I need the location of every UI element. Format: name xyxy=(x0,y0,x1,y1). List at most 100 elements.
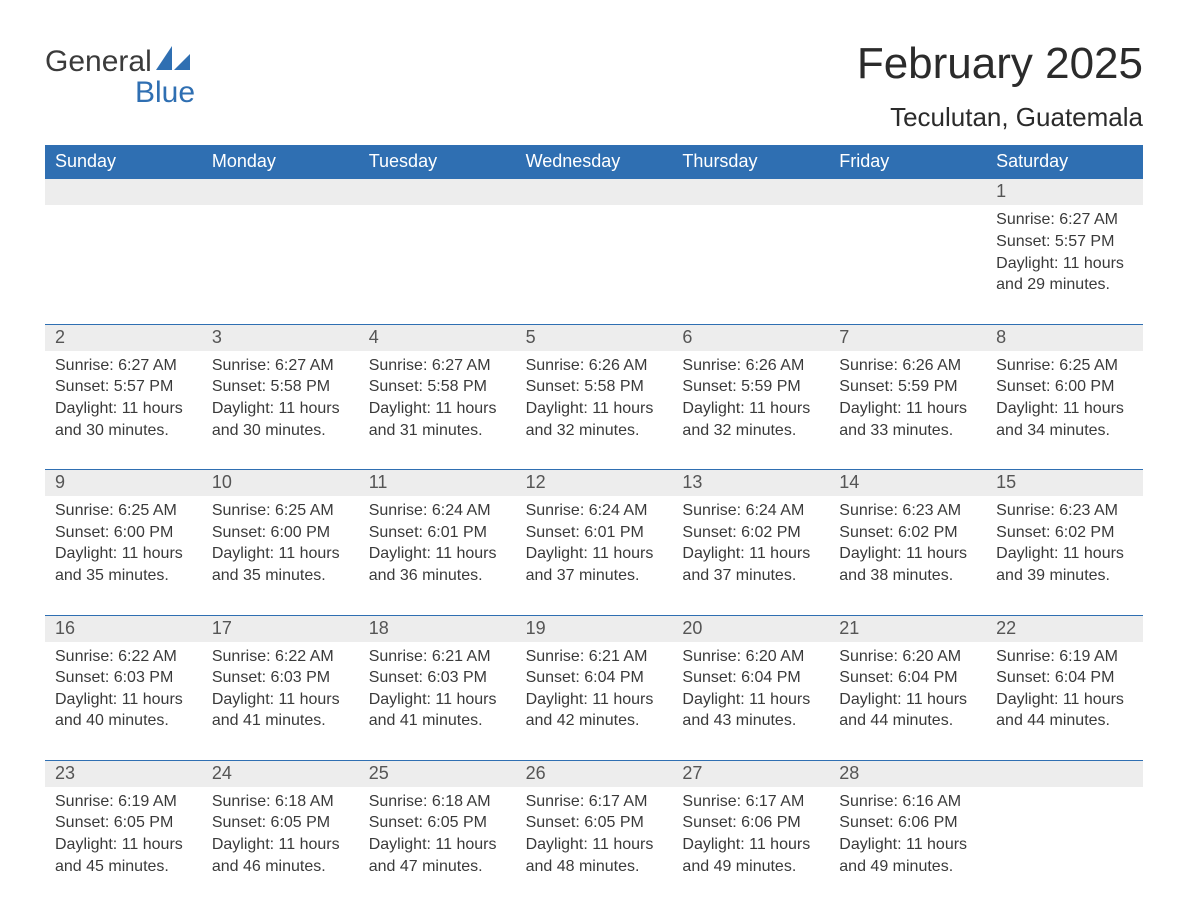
weekday-wednesday: Wednesday xyxy=(516,145,673,178)
day-number-row: 16171819202122 xyxy=(45,615,1143,642)
sunrise-text: Sunrise: 6:24 AM xyxy=(682,500,819,522)
daylight-text: Daylight: 11 hours and 38 minutes. xyxy=(839,543,976,586)
daylight-text: Daylight: 11 hours and 44 minutes. xyxy=(839,689,976,732)
sunset-text: Sunset: 6:04 PM xyxy=(839,667,976,689)
day-cell xyxy=(202,205,359,323)
day-cell: Sunrise: 6:19 AMSunset: 6:05 PMDaylight:… xyxy=(45,787,202,883)
weekday-header-row: Sunday Monday Tuesday Wednesday Thursday… xyxy=(45,145,1143,178)
sunset-text: Sunset: 6:05 PM xyxy=(369,812,506,834)
daylight-text: Daylight: 11 hours and 46 minutes. xyxy=(212,834,349,877)
day-number: 20 xyxy=(672,616,829,642)
daylight-text: Daylight: 11 hours and 35 minutes. xyxy=(212,543,349,586)
day-cell: Sunrise: 6:26 AMSunset: 5:59 PMDaylight:… xyxy=(829,351,986,469)
daylight-text: Daylight: 11 hours and 33 minutes. xyxy=(839,398,976,441)
daylight-text: Daylight: 11 hours and 48 minutes. xyxy=(526,834,663,877)
day-body-row: Sunrise: 6:27 AMSunset: 5:57 PMDaylight:… xyxy=(45,205,1143,323)
logo-text-secondary: Blue xyxy=(135,78,195,108)
sunset-text: Sunset: 6:01 PM xyxy=(369,522,506,544)
day-number: 12 xyxy=(516,470,673,496)
day-number: 28 xyxy=(829,761,986,787)
daylight-text: Daylight: 11 hours and 39 minutes. xyxy=(996,543,1133,586)
day-body-row: Sunrise: 6:25 AMSunset: 6:00 PMDaylight:… xyxy=(45,496,1143,614)
daylight-text: Daylight: 11 hours and 29 minutes. xyxy=(996,253,1133,296)
sunrise-text: Sunrise: 6:23 AM xyxy=(839,500,976,522)
day-cell: Sunrise: 6:24 AMSunset: 6:01 PMDaylight:… xyxy=(359,496,516,614)
sunrise-text: Sunrise: 6:26 AM xyxy=(682,355,819,377)
day-number: 15 xyxy=(986,470,1143,496)
sunset-text: Sunset: 6:04 PM xyxy=(526,667,663,689)
daylight-text: Daylight: 11 hours and 37 minutes. xyxy=(526,543,663,586)
title-block: February 2025 Teculutan, Guatemala xyxy=(857,40,1143,133)
day-cell: Sunrise: 6:27 AMSunset: 5:57 PMDaylight:… xyxy=(986,205,1143,323)
day-number xyxy=(516,179,673,205)
header: General Blue February 2025 Teculutan, Gu… xyxy=(45,40,1143,133)
day-number: 4 xyxy=(359,325,516,351)
sunset-text: Sunset: 6:06 PM xyxy=(839,812,976,834)
day-number xyxy=(359,179,516,205)
day-number: 14 xyxy=(829,470,986,496)
day-cell xyxy=(829,205,986,323)
sunset-text: Sunset: 5:58 PM xyxy=(212,376,349,398)
sunrise-text: Sunrise: 6:26 AM xyxy=(526,355,663,377)
sunset-text: Sunset: 6:05 PM xyxy=(55,812,192,834)
day-number: 25 xyxy=(359,761,516,787)
day-cell: Sunrise: 6:18 AMSunset: 6:05 PMDaylight:… xyxy=(359,787,516,883)
day-cell: Sunrise: 6:22 AMSunset: 6:03 PMDaylight:… xyxy=(202,642,359,760)
sunrise-text: Sunrise: 6:21 AM xyxy=(369,646,506,668)
sunrise-text: Sunrise: 6:27 AM xyxy=(996,209,1133,231)
week-row: 9101112131415Sunrise: 6:25 AMSunset: 6:0… xyxy=(45,469,1143,614)
sunrise-text: Sunrise: 6:27 AM xyxy=(369,355,506,377)
sunset-text: Sunset: 6:04 PM xyxy=(682,667,819,689)
day-cell: Sunrise: 6:22 AMSunset: 6:03 PMDaylight:… xyxy=(45,642,202,760)
day-cell: Sunrise: 6:25 AMSunset: 6:00 PMDaylight:… xyxy=(202,496,359,614)
week-row: 2345678Sunrise: 6:27 AMSunset: 5:57 PMDa… xyxy=(45,324,1143,469)
weekday-friday: Friday xyxy=(829,145,986,178)
day-number: 17 xyxy=(202,616,359,642)
sunrise-text: Sunrise: 6:18 AM xyxy=(212,791,349,813)
sunrise-text: Sunrise: 6:24 AM xyxy=(369,500,506,522)
sunset-text: Sunset: 6:01 PM xyxy=(526,522,663,544)
sunset-text: Sunset: 6:05 PM xyxy=(212,812,349,834)
sunset-text: Sunset: 6:02 PM xyxy=(996,522,1133,544)
day-number: 24 xyxy=(202,761,359,787)
day-number xyxy=(986,761,1143,787)
day-number-row: 1 xyxy=(45,178,1143,205)
day-cell: Sunrise: 6:20 AMSunset: 6:04 PMDaylight:… xyxy=(672,642,829,760)
day-cell: Sunrise: 6:27 AMSunset: 5:58 PMDaylight:… xyxy=(359,351,516,469)
daylight-text: Daylight: 11 hours and 45 minutes. xyxy=(55,834,192,877)
day-cell xyxy=(986,787,1143,883)
day-body-row: Sunrise: 6:27 AMSunset: 5:57 PMDaylight:… xyxy=(45,351,1143,469)
day-cell: Sunrise: 6:25 AMSunset: 6:00 PMDaylight:… xyxy=(45,496,202,614)
day-cell: Sunrise: 6:25 AMSunset: 6:00 PMDaylight:… xyxy=(986,351,1143,469)
sunset-text: Sunset: 6:05 PM xyxy=(526,812,663,834)
sunset-text: Sunset: 5:58 PM xyxy=(526,376,663,398)
day-cell: Sunrise: 6:20 AMSunset: 6:04 PMDaylight:… xyxy=(829,642,986,760)
weekday-tuesday: Tuesday xyxy=(359,145,516,178)
day-number-row: 232425262728 xyxy=(45,760,1143,787)
sunrise-text: Sunrise: 6:18 AM xyxy=(369,791,506,813)
sail-icon xyxy=(156,46,190,78)
day-number: 22 xyxy=(986,616,1143,642)
weekday-sunday: Sunday xyxy=(45,145,202,178)
location-label: Teculutan, Guatemala xyxy=(857,102,1143,133)
daylight-text: Daylight: 11 hours and 31 minutes. xyxy=(369,398,506,441)
day-number: 1 xyxy=(986,179,1143,205)
daylight-text: Daylight: 11 hours and 34 minutes. xyxy=(996,398,1133,441)
sunrise-text: Sunrise: 6:16 AM xyxy=(839,791,976,813)
day-cell: Sunrise: 6:16 AMSunset: 6:06 PMDaylight:… xyxy=(829,787,986,883)
week-row: 1Sunrise: 6:27 AMSunset: 5:57 PMDaylight… xyxy=(45,178,1143,323)
daylight-text: Daylight: 11 hours and 30 minutes. xyxy=(55,398,192,441)
daylight-text: Daylight: 11 hours and 49 minutes. xyxy=(682,834,819,877)
day-number-row: 9101112131415 xyxy=(45,469,1143,496)
day-number: 9 xyxy=(45,470,202,496)
day-cell: Sunrise: 6:18 AMSunset: 6:05 PMDaylight:… xyxy=(202,787,359,883)
sunrise-text: Sunrise: 6:25 AM xyxy=(996,355,1133,377)
day-number: 18 xyxy=(359,616,516,642)
sunrise-text: Sunrise: 6:24 AM xyxy=(526,500,663,522)
daylight-text: Daylight: 11 hours and 41 minutes. xyxy=(369,689,506,732)
sunrise-text: Sunrise: 6:21 AM xyxy=(526,646,663,668)
day-cell: Sunrise: 6:24 AMSunset: 6:01 PMDaylight:… xyxy=(516,496,673,614)
logo-text-primary: General xyxy=(45,47,152,77)
daylight-text: Daylight: 11 hours and 41 minutes. xyxy=(212,689,349,732)
daylight-text: Daylight: 11 hours and 37 minutes. xyxy=(682,543,819,586)
